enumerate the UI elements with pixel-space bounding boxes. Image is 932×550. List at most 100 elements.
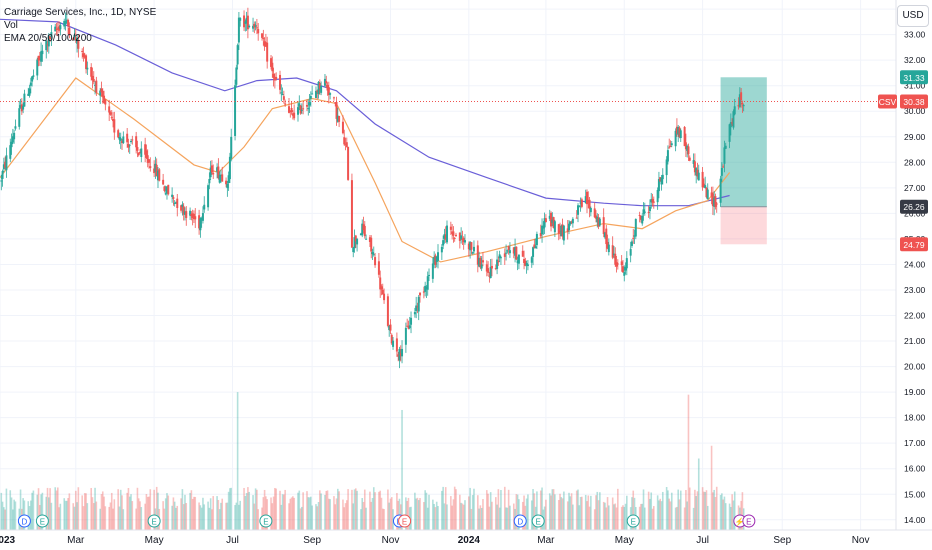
candle-body [701,171,704,188]
volume-bar [503,486,506,530]
candle-body [191,213,194,218]
volume-bar [212,496,215,530]
candle-body [435,256,438,262]
symbol-title[interactable]: Carriage Services, Inc., 1D, NYSE [4,7,157,18]
candle-body [643,211,646,213]
x-tick-label: Nov [382,535,400,546]
candle-body [361,223,364,236]
candle-body [630,241,633,246]
volume-bar [272,496,275,530]
candle-body [383,293,386,301]
volume-bar [284,489,286,530]
candle-body [425,286,428,290]
candle-body [688,157,691,161]
candle-body [623,272,626,276]
event-marker-earnings [626,514,640,528]
candle-body [73,34,76,38]
candle-body [720,167,723,176]
candle-body [172,197,175,199]
candle-body [594,215,597,219]
volume-bar [109,502,112,530]
volume-bar [527,494,529,530]
candle-body [660,177,663,185]
candle-body [128,144,131,146]
candle-body [311,93,314,95]
candle-body [525,263,528,266]
volume-bar [469,487,471,530]
candle-body [264,42,267,47]
candle-body [68,27,71,35]
candle-body [139,151,142,154]
volume-bar [5,488,8,530]
volume-bar [217,499,220,530]
volume-bar [721,493,723,530]
candle-body [368,237,371,243]
candle-body [543,218,546,228]
volume-bar [172,497,175,530]
candle-body [524,260,527,266]
volume-bar [374,492,376,530]
y-tick-label: 28.00 [904,157,926,167]
volume-bar [45,496,48,530]
volume-bar [122,509,125,530]
volume-bar [512,503,515,530]
volume-bar [650,492,653,530]
candle-body [314,90,317,98]
volume-bar [730,506,732,530]
candle-body [218,174,221,183]
volume-bar [315,504,317,530]
volume-bar [347,489,349,530]
volume-bar [614,503,617,530]
volume-bar [67,498,69,530]
candle-body [300,109,303,111]
candle-body [243,15,246,28]
candle-body [326,84,329,91]
candle-body [182,206,185,215]
candle-body [614,253,617,265]
volume-bar [515,494,518,530]
candle-body [506,250,509,252]
volume-bar [100,494,103,530]
volume-bar [372,487,375,530]
volume-bar [417,500,420,530]
event-marker-earnings [531,514,545,528]
volume-bar [696,491,699,530]
candle-body [101,90,104,97]
candle-body [514,247,517,256]
volume-bar [706,505,709,530]
volume-bar [676,506,678,530]
volume-bar [641,503,644,530]
volume-bar [164,498,167,530]
x-axis: 2023 Mar May Jul Sep Nov 2024 Mar May Jul Sep Nov [0,529,932,546]
event-label: D [22,518,28,527]
volume-bar [590,495,592,530]
volume-bar [184,494,186,530]
candle-body [413,312,416,315]
candle-body [257,29,260,34]
ema-label[interactable]: EMA 20/50/100/200 [4,33,92,44]
volume-bar [506,507,509,530]
volume-bar [270,497,272,530]
volume-bar [91,497,94,530]
volume-bar [166,493,168,530]
candle-body [5,155,8,171]
volume-bar [419,498,421,530]
volume-bar [710,445,713,530]
candle-body [451,231,454,235]
currency-button[interactable]: USD [897,5,929,27]
candle-body [434,255,437,265]
volume-label[interactable]: Vol [4,20,18,31]
volume-bar [661,491,664,530]
candle-body [737,104,740,107]
volume-bar [584,494,587,530]
y-tick-label: 33.00 [904,30,926,40]
volume-bar [416,497,419,530]
volume-bar [68,493,71,530]
volume-bar [451,505,453,530]
candle-body [648,206,651,212]
volume-bar [701,487,704,530]
volume-bar [76,502,78,530]
volume-bar [435,501,438,530]
candle-body [499,257,502,259]
